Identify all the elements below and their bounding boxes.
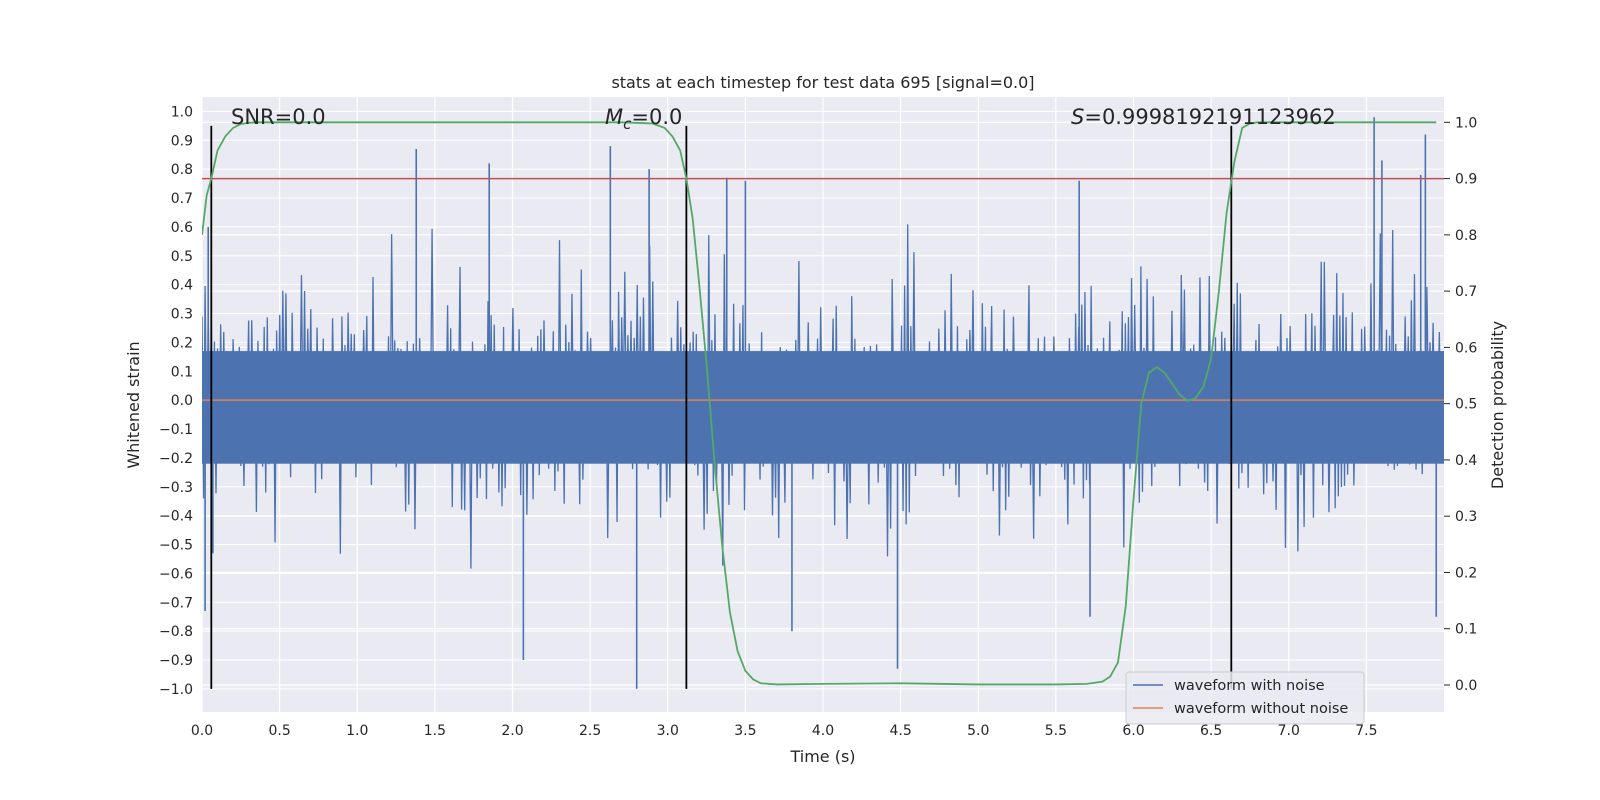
x-tick-label: 6.5	[1200, 723, 1222, 739]
y-left-axis-ticks: 1.0 0.9 0.8 0.7 0.6 0.5 0.4 0.3 0.2 0.1 0.0 −0.1 −0.…	[159, 104, 193, 697]
x-tick-label: 2.0	[501, 723, 523, 739]
snr-annotation: SNR=0.0	[231, 105, 326, 129]
y-left-tick-label: −0.2	[159, 451, 193, 467]
s-annotation: S=0.9998192191123962	[1071, 105, 1336, 129]
y-right-tick-label: 0.0	[1455, 678, 1477, 694]
x-tick-label: 0.0	[191, 723, 213, 739]
s-value: =0.9998192191123962	[1084, 105, 1335, 129]
y-left-tick-label: 0.8	[171, 162, 193, 178]
y-left-tick-label: −0.7	[159, 595, 193, 611]
y-right-tick-label: 0.5	[1455, 397, 1477, 413]
y-left-tick-label: −0.9	[159, 653, 193, 669]
x-axis-ticks: 0.0 0.5 1.0 1.5 2.0 2.5 3.0 3.5 4.0 4.5 5.0 5.5 6.0 6…	[191, 723, 1378, 739]
probability-series	[202, 121, 1437, 686]
legend-box	[1125, 671, 1365, 725]
noise-series	[202, 117, 1444, 689]
x-tick-label: 4.5	[889, 723, 911, 739]
noise-band	[202, 351, 1444, 464]
probability-line	[202, 121, 1437, 686]
y-left-tick-label: 0.1	[171, 364, 193, 380]
x-tick-label: 5.5	[1045, 723, 1067, 739]
y-right-tick-label: 0.9	[1455, 172, 1477, 188]
y-right-axis-label: Detection probability	[1488, 321, 1507, 489]
legend-label-clean: waveform without noise	[1174, 701, 1348, 717]
plot-area	[202, 117, 1444, 689]
x-tick-label: 6.0	[1122, 723, 1144, 739]
legend-label-noise: waveform with noise	[1174, 678, 1325, 694]
y-right-axis-ticks: 1.0 0.9 0.8 0.7 0.6 0.5 0.4 0.3 0.2 0.1 0.0	[1444, 115, 1477, 694]
x-tick-label: 3.5	[734, 723, 756, 739]
y-left-tick-label: −0.1	[159, 422, 193, 438]
y-left-tick-label: −0.6	[159, 566, 193, 582]
y-left-tick-label: −0.8	[159, 624, 193, 640]
y-right-tick-label: 0.7	[1455, 284, 1477, 300]
s-symbol: S	[1071, 105, 1084, 129]
x-tick-label: 7.5	[1355, 723, 1377, 739]
mc-annotation: Mc=0.0	[605, 105, 682, 133]
y-left-tick-label: 0.0	[171, 393, 193, 409]
x-tick-label: 1.5	[424, 723, 446, 739]
x-tick-label: 7.0	[1278, 723, 1300, 739]
y-left-axis-label: Whitened strain	[124, 341, 143, 468]
x-tick-label: 5.0	[967, 723, 989, 739]
y-left-tick-label: 0.9	[171, 133, 193, 149]
y-left-tick-label: 0.4	[171, 278, 193, 294]
x-tick-label: 1.0	[346, 723, 368, 739]
y-right-tick-label: 0.6	[1455, 340, 1477, 356]
y-left-tick-label: 0.2	[171, 335, 193, 351]
y-left-tick-label: 0.5	[171, 249, 193, 265]
x-tick-label: 3.0	[657, 723, 679, 739]
y-left-tick-label: 0.6	[171, 220, 193, 236]
x-tick-label: 4.0	[812, 723, 834, 739]
y-left-tick-label: 0.7	[171, 191, 193, 207]
y-right-tick-label: 0.1	[1455, 622, 1477, 638]
x-axis-label: Time (s)	[789, 747, 855, 766]
y-left-tick-label: 0.3	[171, 307, 193, 323]
y-left-tick-label: −1.0	[159, 682, 193, 698]
mc-subscript: c	[623, 115, 632, 133]
y-right-tick-label: 0.3	[1455, 509, 1477, 525]
chart-title: stats at each timestep for test data 695…	[611, 73, 1034, 92]
legend: waveform with noise waveform without noi…	[1125, 671, 1365, 725]
y-right-tick-label: 1.0	[1455, 115, 1477, 131]
y-left-tick-label: −0.3	[159, 480, 193, 496]
y-left-tick-label: 1.0	[171, 104, 193, 120]
x-tick-label: 2.5	[579, 723, 601, 739]
y-left-tick-label: −0.5	[159, 538, 193, 554]
x-tick-label: 0.5	[268, 723, 290, 739]
y-left-tick-label: −0.4	[159, 509, 193, 525]
y-right-tick-label: 0.4	[1455, 453, 1477, 469]
y-right-tick-label: 0.2	[1455, 565, 1477, 581]
vertical-markers	[210, 125, 1233, 689]
mc-value: =0.0	[631, 105, 682, 129]
y-right-tick-label: 0.8	[1455, 228, 1477, 244]
mc-symbol: M	[605, 105, 623, 129]
